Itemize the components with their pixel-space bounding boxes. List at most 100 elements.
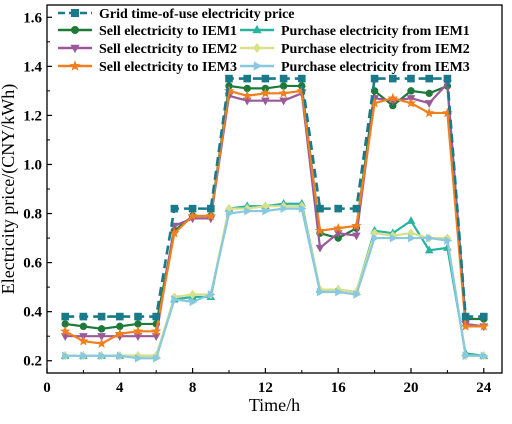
data-point: [243, 74, 252, 83]
data-point: [462, 351, 471, 361]
data-point: [316, 287, 325, 297]
data-point: [334, 204, 342, 213]
data-point: [315, 244, 325, 253]
x-axis-title: Time/h: [249, 395, 300, 415]
data-point: [478, 320, 489, 331]
series-layer: [60, 74, 489, 363]
data-point: [443, 74, 452, 83]
y-tick-label: 0.4: [23, 305, 42, 321]
data-point: [62, 351, 70, 361]
legend: Grid time-of-use electricity price Sell e…: [58, 7, 470, 75]
legend-marker: [71, 25, 80, 34]
data-point: [424, 245, 434, 254]
data-point: [205, 210, 216, 221]
legend-label: Purchase electricity from IEM3: [281, 60, 470, 75]
x-tick-label: 12: [258, 380, 273, 396]
legend-label: Sell electricity to IEM1: [99, 24, 237, 39]
y-tick-label: 1.2: [23, 108, 42, 124]
series-line: [65, 77, 484, 318]
data-point: [280, 204, 289, 213]
legend-item: Purchase electricity from IEM1: [240, 24, 470, 39]
series-2: [61, 82, 488, 333]
data-point: [97, 312, 106, 321]
y-tick-label: 1.0: [23, 157, 42, 173]
data-point: [278, 87, 289, 98]
data-point: [406, 216, 416, 224]
data-point: [279, 97, 288, 106]
legend-item: Sell electricity to IEM2: [58, 42, 237, 57]
x-tick-label: 24: [476, 380, 492, 396]
y-tick-label: 0.2: [23, 354, 42, 370]
legend-label: Grid time-of-use electricity price: [99, 7, 295, 22]
data-point: [134, 312, 142, 321]
data-point: [153, 353, 161, 363]
data-point: [351, 220, 362, 231]
data-point: [425, 74, 433, 83]
legend-item: Purchase electricity from IEM3: [240, 60, 470, 75]
data-point: [170, 204, 179, 213]
data-point: [298, 204, 307, 213]
series-6: [60, 85, 489, 348]
data-point: [262, 206, 271, 216]
data-point: [189, 297, 198, 307]
data-point: [225, 74, 233, 83]
data-point: [114, 328, 125, 339]
series-7: [62, 204, 489, 363]
data-point: [479, 312, 488, 321]
legend-item: Sell electricity to IEM1: [58, 24, 237, 39]
axes: 0 4 8 12 16 20 24 0.2 0.4 0.6 0.8 1.0 1.2 1.4 1.6: [23, 4, 503, 396]
data-point: [80, 351, 89, 361]
legend-marker: [71, 8, 80, 17]
data-point: [424, 100, 434, 108]
x-tick-label: 16: [331, 380, 347, 396]
data-point: [388, 74, 397, 83]
data-point: [151, 325, 162, 336]
legend-label: Purchase electricity from IEM2: [281, 42, 470, 57]
data-point: [335, 287, 343, 297]
data-point: [132, 325, 144, 336]
data-point: [297, 74, 306, 83]
legend-item: Purchase electricity from IEM2: [240, 42, 470, 57]
data-point: [461, 312, 470, 321]
series-line: [65, 82, 484, 338]
data-point: [225, 209, 234, 218]
y-tick-label: 0.8: [23, 207, 42, 223]
data-point: [96, 338, 107, 348]
data-point: [352, 204, 361, 213]
data-point: [444, 236, 453, 245]
data-point: [314, 225, 326, 236]
series-1: [61, 74, 488, 321]
data-point: [187, 210, 198, 221]
data-point: [352, 232, 361, 241]
data-point: [79, 312, 88, 321]
data-point: [279, 74, 288, 83]
data-point: [425, 89, 433, 98]
data-point: [407, 74, 415, 83]
data-point: [316, 204, 324, 213]
data-point: [116, 312, 124, 321]
legend-item: Sell electricity to IEM3: [58, 60, 237, 75]
legend-marker: [253, 61, 263, 71]
data-point: [188, 289, 197, 300]
legend-label: Sell electricity to IEM3: [99, 60, 237, 75]
data-point: [78, 335, 89, 346]
legend-label: Sell electricity to IEM2: [99, 42, 237, 57]
legend-marker: [69, 60, 81, 71]
y-tick-label: 1.6: [23, 10, 42, 26]
data-point: [134, 353, 143, 363]
x-tick-label: 8: [189, 380, 197, 396]
data-point: [223, 85, 235, 96]
data-point: [152, 312, 161, 321]
data-point: [370, 74, 379, 83]
data-point: [460, 320, 471, 331]
data-point: [207, 290, 216, 299]
legend-item: Grid time-of-use electricity price: [58, 7, 295, 22]
data-point: [424, 107, 435, 118]
series-line: [64, 89, 484, 345]
data-point: [79, 322, 88, 331]
data-point: [98, 351, 107, 361]
data-point: [171, 295, 180, 304]
data-point: [261, 74, 270, 83]
